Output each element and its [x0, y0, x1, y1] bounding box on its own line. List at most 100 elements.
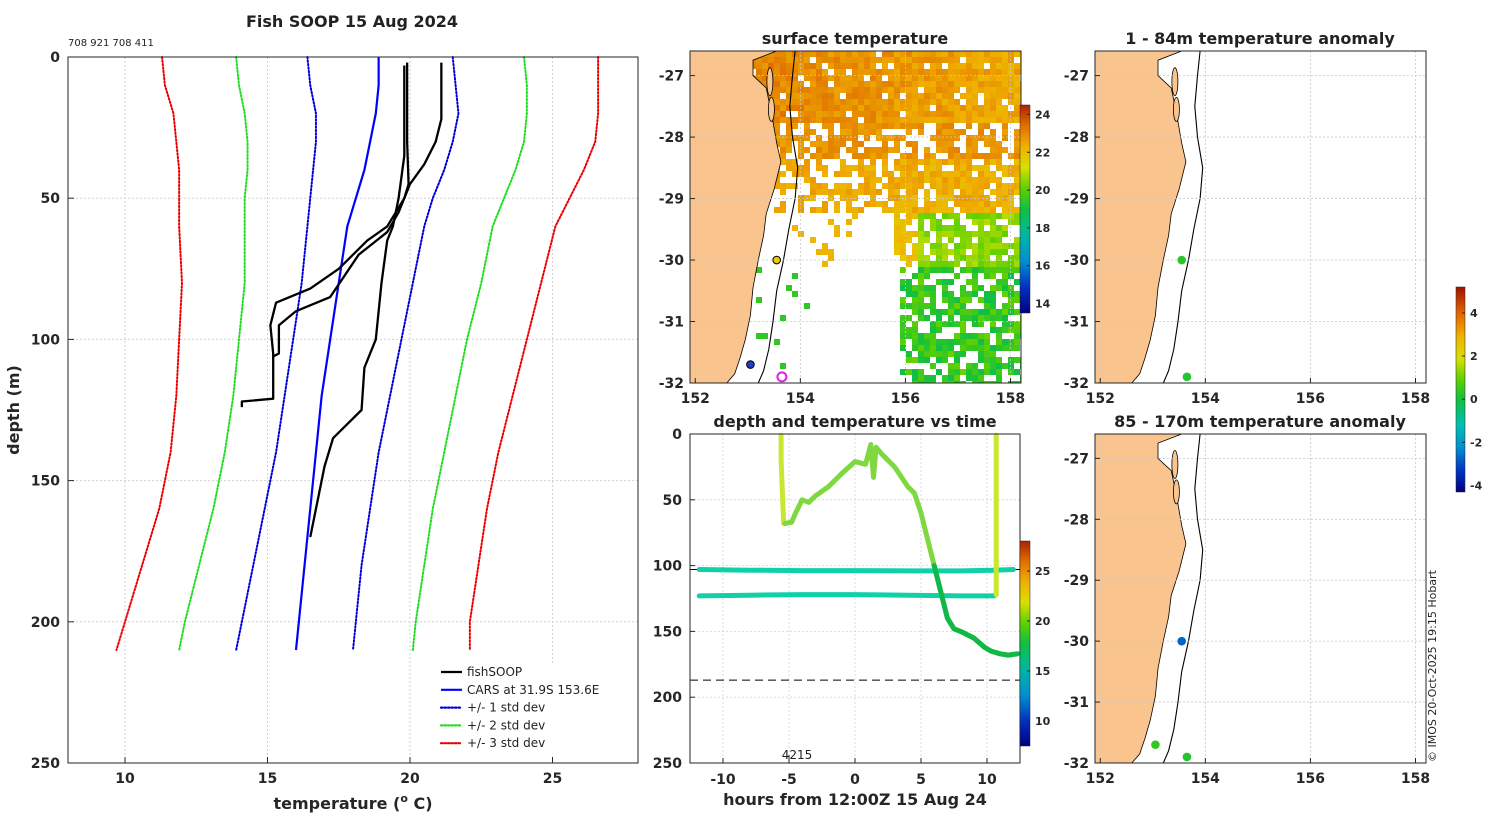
sst-cell — [816, 141, 822, 147]
sst-cell — [948, 315, 954, 321]
sst-cell — [798, 111, 804, 117]
sst-cell — [948, 99, 954, 105]
sst-cell — [924, 171, 930, 177]
sst-cell — [900, 345, 906, 351]
sst-cell — [900, 105, 906, 111]
tick-label-lat: -32 — [1064, 376, 1089, 392]
sst-cell — [834, 81, 840, 87]
sst-cell — [912, 243, 918, 249]
sst-cell — [768, 63, 774, 69]
sst-cell — [816, 63, 822, 69]
sst-cell — [858, 165, 864, 171]
sst-cell — [882, 99, 888, 105]
sst-cell — [924, 69, 930, 75]
sst-cell — [918, 231, 924, 237]
sst-cell — [798, 231, 804, 237]
sst-cell — [924, 261, 930, 267]
sst-cell — [942, 51, 948, 57]
sst-cell — [1002, 93, 1008, 99]
sst-cell — [774, 81, 780, 87]
sst-cell — [942, 57, 948, 63]
sst-cell — [972, 189, 978, 195]
sst-cell — [816, 51, 822, 57]
sst-cell — [756, 63, 762, 69]
sst-cell — [864, 117, 870, 123]
sst-cell — [942, 309, 948, 315]
sst-cell — [780, 183, 786, 189]
tick-label-depth: 200 — [653, 690, 682, 706]
sst-cell — [924, 345, 930, 351]
tick-label-lat: -28 — [659, 130, 684, 146]
sst-cell — [816, 117, 822, 123]
sst-cell — [894, 165, 900, 171]
credit-text: © IMOS 20-Oct-2025 19:15 Hobart — [1426, 569, 1439, 762]
anomaly-shallow-map-area — [1095, 51, 1426, 383]
sst-cell — [984, 303, 990, 309]
sst-cell — [822, 87, 828, 93]
sst-cell — [954, 111, 960, 117]
sst-cell — [858, 51, 864, 57]
sst-cell — [912, 153, 918, 159]
sst-cell — [900, 171, 906, 177]
series--2-std — [178, 56, 249, 652]
sst-cell — [798, 207, 804, 213]
sst-cell — [1014, 243, 1020, 249]
sst-cell — [918, 357, 924, 363]
sst-cell — [942, 339, 948, 345]
sst-cell — [1002, 207, 1008, 213]
sst-cell — [870, 159, 876, 165]
sst-cell — [1002, 339, 1008, 345]
sst-cell — [1014, 87, 1020, 93]
sst-cell — [918, 315, 924, 321]
sst-cell — [936, 243, 942, 249]
sst-cell — [840, 63, 846, 69]
sst-cell — [1002, 345, 1008, 351]
sst-cell — [816, 165, 822, 171]
sst-cell — [774, 129, 780, 135]
sst-cell — [960, 165, 966, 171]
sst-cell — [876, 189, 882, 195]
sst-cell — [996, 165, 1002, 171]
sst-cell — [804, 57, 810, 63]
sst-cell — [834, 111, 840, 117]
anomaly-shallow-land — [1095, 51, 1204, 383]
sst-cell — [948, 297, 954, 303]
sst-cell — [942, 159, 948, 165]
sst-cell — [990, 309, 996, 315]
sst-cell — [978, 129, 984, 135]
sst-cell — [792, 159, 798, 165]
sst-cell — [912, 51, 918, 57]
sst-cell — [900, 243, 906, 249]
sst-cell — [858, 141, 864, 147]
sst-cell — [942, 69, 948, 75]
sst-cell — [876, 147, 882, 153]
sst-cell — [966, 309, 972, 315]
sst-cell — [1002, 87, 1008, 93]
sst-cell — [1002, 225, 1008, 231]
sst-cell — [780, 99, 786, 105]
sst-cell — [924, 333, 930, 339]
sst-cell — [918, 381, 924, 383]
sst-cell — [876, 75, 882, 81]
anomaly-point — [1151, 740, 1160, 750]
sst-cell — [900, 99, 906, 105]
sst-cell — [906, 231, 912, 237]
sst-cell — [798, 117, 804, 123]
sst-cell — [954, 75, 960, 81]
sst-cell — [1002, 117, 1008, 123]
sst-cell — [918, 261, 924, 267]
anomaly-deep-gridlines — [1095, 434, 1426, 763]
sst-cell — [978, 75, 984, 81]
sst-cell — [840, 195, 846, 201]
tick-label-depth: 100 — [653, 559, 682, 575]
sst-cell — [1002, 123, 1008, 129]
sst-cell — [876, 99, 882, 105]
sst-cell — [984, 75, 990, 81]
sst-cell — [786, 81, 792, 87]
sst-cell — [942, 147, 948, 153]
sst-cell — [822, 207, 828, 213]
sst-cell — [792, 165, 798, 171]
sst-cell — [852, 57, 858, 63]
sst-cell — [792, 225, 798, 231]
sst-cell — [924, 99, 930, 105]
